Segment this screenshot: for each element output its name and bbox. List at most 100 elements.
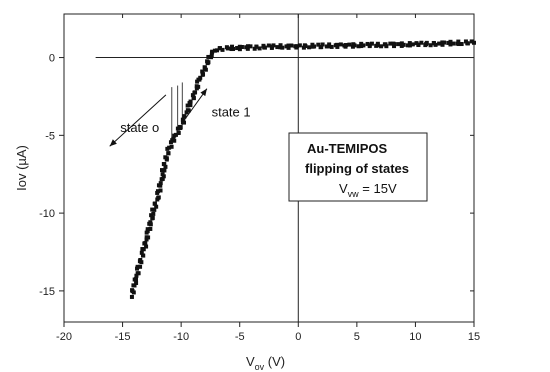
- data-point: [448, 39, 453, 44]
- data-point: [131, 283, 136, 288]
- data-point: [254, 44, 259, 49]
- annotation-label: state 1: [212, 105, 251, 120]
- data-point: [139, 250, 144, 255]
- x-tick-label: -20: [56, 331, 72, 343]
- data-point: [456, 39, 461, 44]
- data-point: [361, 43, 366, 48]
- data-point: [437, 41, 442, 46]
- data-point: [134, 273, 139, 278]
- x-tick-label: -5: [235, 331, 245, 343]
- data-point: [388, 41, 393, 46]
- data-point: [188, 103, 193, 108]
- y-tick-label: 0: [49, 53, 55, 65]
- data-point: [144, 235, 149, 240]
- data-point: [220, 47, 225, 52]
- data-point: [365, 41, 370, 46]
- data-point: [203, 67, 208, 72]
- data-point: [343, 43, 348, 48]
- x-axis: -20 -15 -10 -5 0 5 10 15: [56, 14, 480, 343]
- data-point: [440, 42, 445, 47]
- data-point: [384, 44, 389, 49]
- data-point: [448, 42, 453, 47]
- data-point: [180, 117, 185, 122]
- arrow-head: [109, 139, 117, 147]
- data-point: [152, 207, 157, 212]
- data-point: [369, 41, 374, 46]
- data-point: [155, 189, 160, 194]
- data-point: [159, 177, 164, 182]
- info-box-border: [288, 132, 428, 202]
- data-point: [266, 43, 271, 48]
- data-point: [160, 168, 165, 173]
- y-axis: 0 -5 -10 -15: [39, 53, 474, 298]
- annotations: state o state 1: [120, 105, 250, 136]
- data-point: [198, 75, 203, 80]
- data-point: [156, 183, 161, 188]
- data-point: [237, 47, 242, 52]
- data-point: [286, 43, 291, 48]
- arrow-head: [200, 88, 207, 97]
- info-box-subtitle: flipping of states: [305, 161, 409, 176]
- data-point: [163, 164, 168, 169]
- data-point: [166, 151, 171, 156]
- arrows: [109, 88, 208, 147]
- data-point: [158, 188, 163, 193]
- data-point: [335, 44, 340, 49]
- y-tick-label: -5: [45, 130, 55, 142]
- data-point: [145, 227, 150, 232]
- data-point: [245, 46, 250, 51]
- data-point: [407, 41, 412, 46]
- data-point: [212, 48, 217, 53]
- data-point: [237, 44, 242, 49]
- data-point: [200, 69, 205, 74]
- data-point: [442, 40, 447, 45]
- data-point: [158, 181, 163, 186]
- data-point: [459, 42, 464, 47]
- x-tick-label: 10: [409, 331, 421, 343]
- data-point: [324, 44, 329, 49]
- data-point: [185, 103, 190, 108]
- y-tick-label: -10: [39, 208, 55, 220]
- data-point: [379, 44, 384, 49]
- data-point: [202, 65, 207, 70]
- data-point: [171, 136, 176, 141]
- data-point: [456, 42, 461, 47]
- data-point: [160, 172, 165, 177]
- data-point: [177, 124, 182, 129]
- data-point: [316, 42, 321, 47]
- info-box-voltage: Vvw = 15V: [339, 181, 397, 199]
- data-point: [289, 43, 294, 48]
- data-point: [428, 43, 433, 48]
- data-series: [129, 39, 476, 299]
- data-point: [138, 264, 143, 269]
- data-point: [175, 126, 180, 131]
- y-tick-label: -15: [39, 286, 55, 298]
- data-point: [320, 42, 325, 47]
- data-point: [145, 229, 150, 234]
- data-point: [138, 257, 143, 262]
- data-point: [152, 201, 157, 206]
- data-point: [257, 46, 262, 51]
- data-point: [135, 264, 140, 269]
- data-point: [134, 280, 139, 285]
- data-point: [185, 108, 190, 113]
- data-point: [359, 44, 364, 49]
- data-point: [338, 42, 343, 47]
- data-point: [235, 46, 240, 51]
- data-point: [303, 44, 308, 49]
- info-box-voltage-sub: vw: [348, 189, 360, 199]
- data-point: [130, 288, 135, 293]
- data-point: [150, 207, 155, 212]
- data-point: [401, 42, 406, 47]
- data-point: [148, 220, 153, 225]
- data-point: [375, 41, 380, 46]
- data-point: [446, 40, 451, 45]
- data-point: [141, 253, 146, 258]
- data-point: [163, 155, 168, 160]
- data-point: [154, 204, 159, 209]
- data-point: [424, 40, 429, 45]
- data-point: [156, 195, 161, 200]
- data-point: [192, 90, 197, 95]
- arrow-line: [109, 94, 167, 147]
- data-point: [231, 46, 236, 51]
